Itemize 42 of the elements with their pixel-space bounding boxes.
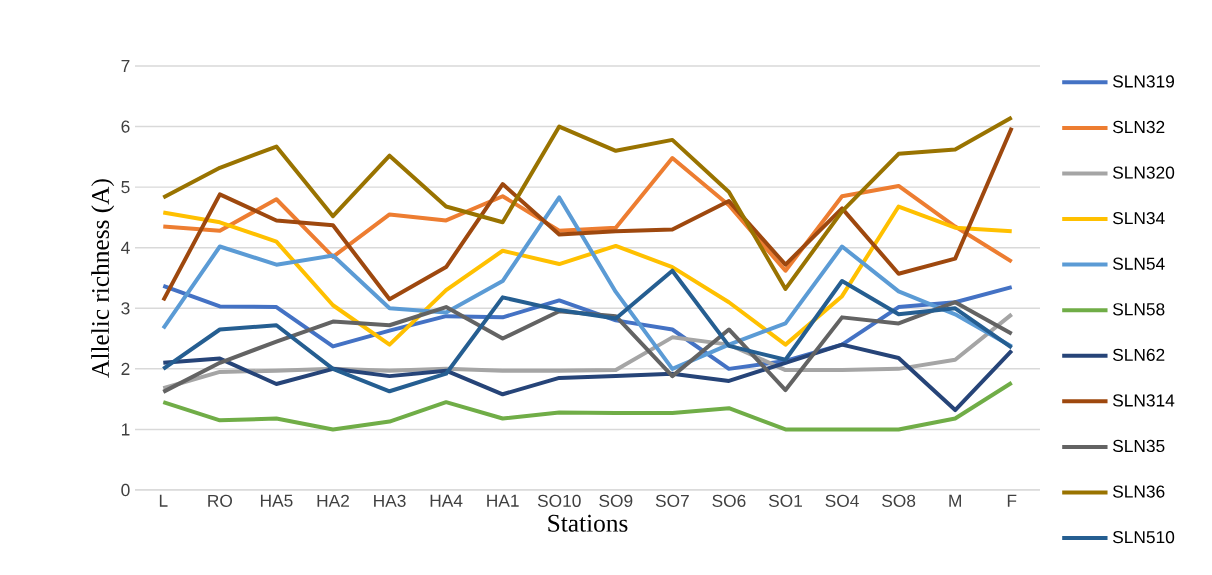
legend-label: SLN314 <box>1112 394 1175 407</box>
y-tick-label: 7 <box>121 60 130 72</box>
x-axis-title: Stations <box>548 514 628 532</box>
x-tick-label: SO4 <box>825 494 859 507</box>
x-tick-label: SO1 <box>768 494 802 507</box>
line-series <box>161 342 1014 413</box>
line-series <box>161 300 1014 394</box>
x-tick-label: SO6 <box>712 494 746 507</box>
legend-label: SLN62 <box>1112 348 1165 361</box>
line-series <box>161 204 1014 347</box>
line-series <box>161 195 1014 371</box>
x-tick-label: SO9 <box>599 494 633 507</box>
legend-label: SLN510 <box>1112 530 1175 544</box>
x-tick-label: SO8 <box>882 494 916 507</box>
legend-label: SLN320 <box>1112 166 1175 179</box>
y-tick-label: 4 <box>121 241 130 254</box>
y-tick-label: 5 <box>121 181 130 194</box>
x-tick-label: SO10 <box>537 494 581 507</box>
legend-label: SLN35 <box>1112 439 1165 453</box>
legend-label: SLN54 <box>1112 257 1165 270</box>
x-tick-label: HA1 <box>487 494 519 507</box>
x-tick-label: M <box>949 494 961 507</box>
x-tick-label: RO <box>208 494 233 507</box>
x-tick-label: HA3 <box>374 494 406 507</box>
y-tick-label: 1 <box>121 423 130 436</box>
x-tick-label: HA2 <box>317 494 349 507</box>
y-tick-label: 2 <box>121 362 130 375</box>
legend-label: SLN36 <box>1112 485 1165 498</box>
line-series <box>161 268 1014 394</box>
x-tick-label: L <box>159 494 168 507</box>
y-axis-title: Allelic richness (A) <box>91 179 115 378</box>
x-tick-label: SO7 <box>655 494 689 507</box>
legend-label: SLN58 <box>1112 303 1165 316</box>
legend-label: SLN319 <box>1112 75 1175 88</box>
x-tick-label: HA5 <box>260 494 293 507</box>
x-tick-label: HA4 <box>430 494 463 507</box>
y-tick-label: 0 <box>121 483 130 497</box>
legend-label: SLN32 <box>1112 120 1165 134</box>
x-tick-label: F <box>1007 494 1017 507</box>
y-tick-label: 3 <box>121 302 130 315</box>
legend-label: SLN34 <box>1112 212 1165 225</box>
y-tick-label: 6 <box>121 120 130 133</box>
